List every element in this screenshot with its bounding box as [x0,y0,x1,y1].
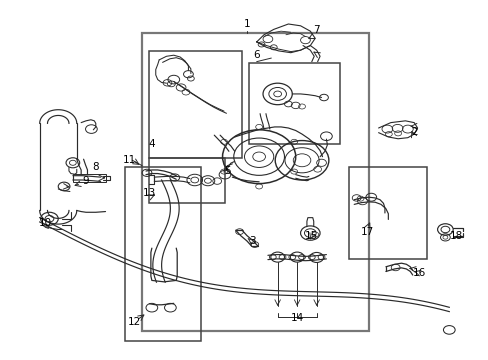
Bar [149,51,242,158]
Text: 6: 6 [253,50,260,60]
Text: 3: 3 [248,236,255,246]
Text: 9: 9 [82,176,89,186]
Text: 8: 8 [92,162,99,172]
Text: 4: 4 [148,139,155,149]
Text: 13: 13 [142,188,156,198]
Bar [149,158,224,203]
Text: 2: 2 [410,127,417,136]
Text: 1: 1 [243,19,250,29]
Text: 10: 10 [39,218,52,228]
Text: 15: 15 [305,231,318,240]
Text: 16: 16 [411,268,425,278]
Bar [249,63,339,144]
Text: 5: 5 [224,166,230,176]
Text: 12: 12 [128,317,141,327]
Bar [348,167,427,259]
Text: 18: 18 [449,231,462,240]
Bar [142,33,368,330]
Text: 14: 14 [290,313,303,323]
Bar [73,174,105,182]
Bar [125,167,200,341]
Text: 11: 11 [123,155,136,165]
Text: 7: 7 [313,25,319,35]
Text: 17: 17 [361,227,374,237]
